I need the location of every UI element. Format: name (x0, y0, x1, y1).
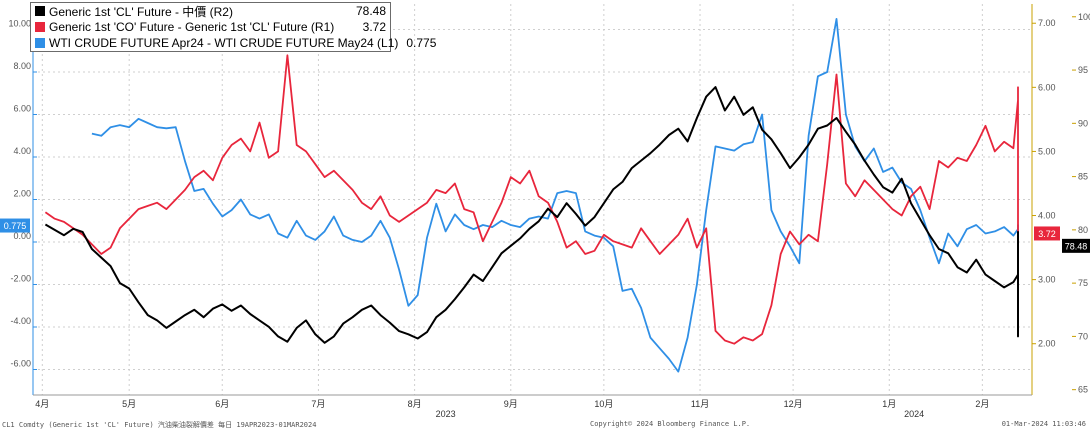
legend-entry-wti-spread: WTI CRUDE FUTURE Apr24 - WTI CRUDE FUTUR… (31, 35, 436, 51)
r2-axis-tick-label: 75 (1078, 278, 1088, 288)
legend-value: 78.48 (355, 4, 386, 18)
r2-axis-tick-label: 90 (1078, 118, 1088, 128)
series-lines (44, 17, 1019, 373)
x-axis-year-label: 2024 (904, 409, 924, 419)
series-line-cl-price (44, 86, 1019, 344)
x-axis-month-label: 7月 (311, 399, 325, 409)
legend-label: Generic 1st 'CL' Future - 中價 (R2) (49, 4, 233, 19)
legend-swatch-wti-spread (35, 38, 45, 48)
r2-axis-tick-label: 100 (1078, 12, 1090, 22)
axes: -6.00 -4.00 -2.00 0.00 2.00 4.00 6.00 8.00 10.00… (8, 4, 1090, 419)
value-tag-r1-box (1034, 226, 1060, 241)
x-axis-month-label: 11月 (691, 399, 709, 409)
legend-label: Generic 1st 'CO' Future - Generic 1st 'C… (49, 20, 335, 34)
r2-axis-tick-label: 70 (1078, 331, 1088, 341)
left-axis-tick-label: 6.00 (13, 104, 31, 114)
left-axis-tick-label: 10.00 (8, 19, 31, 29)
left-axis-tick-label: -2.00 (10, 274, 31, 284)
left-axis-tick-label: 2.00 (13, 189, 31, 199)
footer-source: CL1 Comdty (Generic 1st 'CL' Future) 汽油柴… (2, 421, 317, 429)
left-axis-tick-label: -4.00 (10, 316, 31, 326)
footer-copyright: Copyright© 2024 Bloomberg Finance L.P. (590, 420, 751, 428)
value-tag-left-box (0, 218, 30, 233)
value-tag-r1-label: 3.72 (1038, 229, 1056, 239)
r2-axis-tick-label: 65 (1078, 385, 1088, 395)
x-axis-month-label: 12月 (784, 399, 803, 409)
r2-axis-tick-label: 95 (1078, 65, 1088, 75)
x-axis-month-label: 9月 (504, 399, 518, 409)
value-tag-r2-label: 78.48 (1065, 241, 1088, 251)
value-tag-r2-box (1062, 238, 1090, 253)
r1-axis-tick-label: 2.00 (1038, 339, 1056, 349)
x-axis-month-label: 4月 (35, 399, 49, 409)
x-axis-month-label: 8月 (408, 399, 422, 409)
legend-label: WTI CRUDE FUTURE Apr24 - WTI CRUDE FUTUR… (49, 36, 399, 50)
value-tags: 0.775 3.72 78.48 (0, 218, 1090, 253)
chart-legend: Generic 1st 'CL' Future - 中價 (R2) 78.48 … (30, 2, 436, 52)
legend-entry-cl-price: Generic 1st 'CL' Future - 中價 (R2) 78.48 (31, 3, 390, 19)
r2-axis-tick-label: 80 (1078, 225, 1088, 235)
x-axis-month-label: 1月 (882, 399, 896, 409)
r1-axis-tick-label: 4.00 (1038, 211, 1056, 221)
legend-entry-co-cl-spread: Generic 1st 'CO' Future - Generic 1st 'C… (31, 19, 390, 35)
left-axis-tick-label: 4.00 (13, 146, 31, 156)
r1-axis-tick-label: 6.00 (1038, 82, 1056, 92)
legend-value: 0.775 (406, 36, 437, 50)
value-tag-left-label: 0.775 (4, 221, 27, 231)
left-axis-tick-label: 8.00 (13, 61, 31, 71)
left-axis-tick-label: -6.00 (10, 359, 31, 369)
r1-axis-tick-label: 7.00 (1038, 18, 1056, 28)
legend-value: 3.72 (362, 20, 386, 34)
legend-swatch-cl-price (35, 6, 45, 16)
footer-timestamp: 01-Mar-2024 11:03:46 (1001, 420, 1086, 428)
grid-lines (33, 4, 1032, 395)
series-line-co-cl-spread (44, 54, 1019, 345)
x-axis-month-label: 2月 (975, 399, 989, 409)
r2-axis-tick-label: 85 (1078, 172, 1088, 182)
r1-axis-tick-label: 3.00 (1038, 275, 1056, 285)
x-axis-year-label: 2023 (436, 409, 456, 419)
x-axis-month-label: 5月 (122, 399, 136, 409)
legend-swatch-co-cl-spread (35, 22, 45, 32)
r1-axis-tick-label: 5.00 (1038, 146, 1056, 156)
x-axis-month-label: 6月 (215, 399, 229, 409)
left-axis-tick-label: 0.00 (13, 231, 31, 241)
x-axis-month-label: 10月 (594, 399, 613, 409)
